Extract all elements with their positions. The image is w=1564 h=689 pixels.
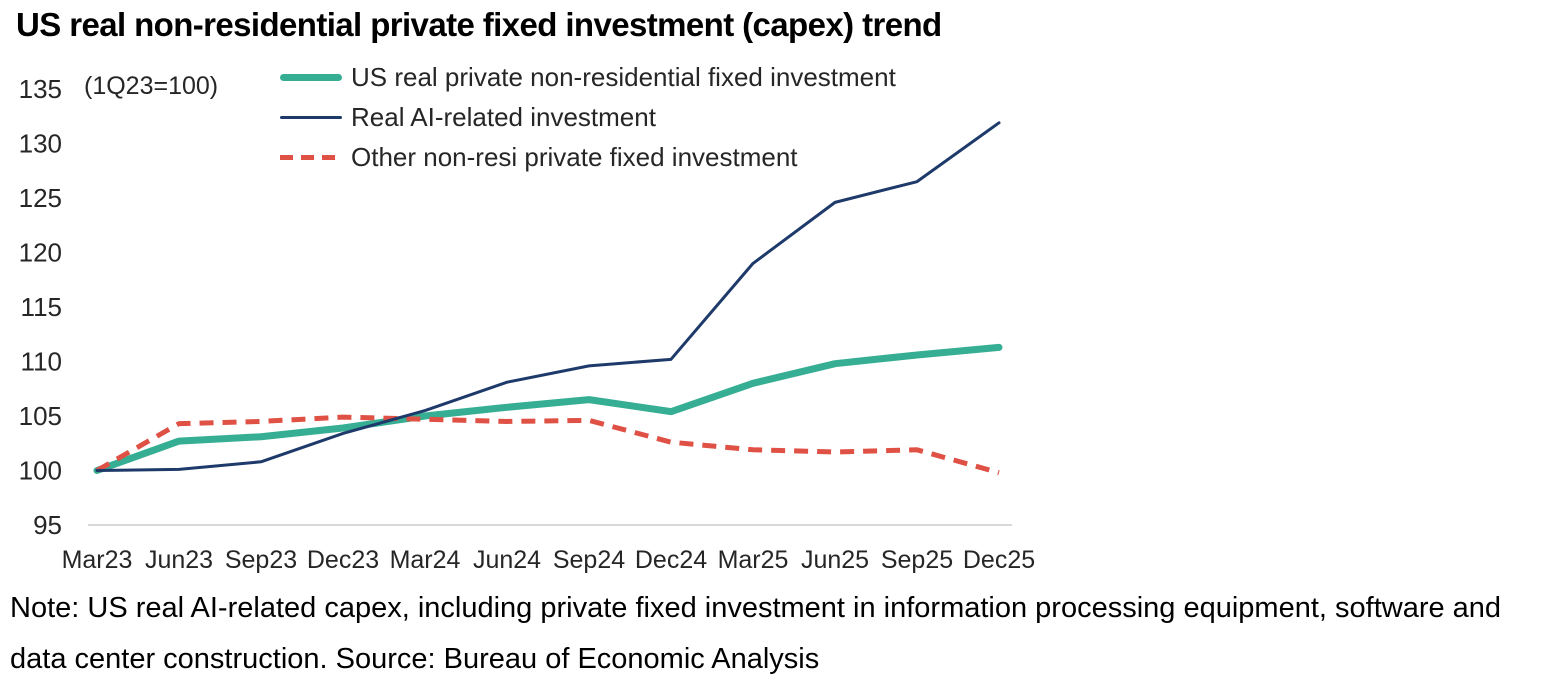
y-axis-tick-label: 110 (21, 347, 62, 377)
series-line-0 (93, 343, 1003, 474)
legend-label: Real AI-related investment (351, 101, 656, 132)
x-axis-tick-label: Sep24 (553, 546, 625, 574)
legend-label: Other non-resi private fixed investment (351, 141, 798, 172)
chart-footnote: Note: US real AI-related capex, includin… (10, 592, 1502, 676)
x-axis-tick-label: Jun24 (473, 546, 541, 574)
y-axis-tick-label: 120 (19, 238, 62, 268)
x-axis-tick-label: Jun23 (145, 546, 213, 574)
series-line-1 (95, 121, 1001, 472)
x-axis-tick-label: Sep25 (881, 546, 953, 574)
legend-swatch-red-dashed-line-icon (280, 154, 342, 160)
y-axis-tick-label: 100 (19, 456, 62, 486)
y-axis-tick-label: 135 (19, 74, 62, 104)
legend-label: US real private non-residential fixed in… (351, 61, 896, 92)
x-axis-tick-label: Dec23 (307, 546, 379, 574)
x-axis-tick-label: Dec25 (963, 546, 1035, 574)
x-axis-tick-label: Jun25 (801, 546, 869, 574)
legend-swatch-teal-line-icon (280, 73, 342, 81)
x-axis-tick-label: Dec24 (635, 546, 707, 574)
series-line-2 (95, 414, 1000, 476)
x-axis-tick-label: Mar25 (718, 546, 789, 574)
x-axis-tick-label: Sep23 (225, 546, 297, 574)
chart-title: US real non-residential private fixed in… (16, 6, 942, 43)
legend-item-capex-total: US real private non-residential fixed in… (280, 61, 896, 93)
y-axis-tick-label: 130 (19, 129, 62, 159)
x-axis-tick-label: Mar24 (390, 546, 461, 574)
y-axis-tick-label: 125 (19, 183, 62, 213)
chart-plot-area: 95 100 105 110 115 120 125 130 135 Mar23 Jun23 Sep2… (19, 74, 1036, 574)
legend-item-other-investment: Other non-resi private fixed investment (280, 141, 896, 173)
y-axis-tick-label: 115 (21, 292, 62, 322)
x-axis-tick-label: Mar23 (62, 546, 133, 574)
index-base-label: (1Q23=100) (84, 72, 219, 100)
y-axis-tick-label: 95 (33, 510, 62, 540)
y-axis-tick-label: 105 (19, 401, 62, 431)
legend-item-ai-investment: Real AI-related investment (280, 101, 896, 133)
legend-swatch-navy-line-icon (280, 115, 342, 119)
chart-legend: US real private non-residential fixed in… (280, 61, 896, 173)
